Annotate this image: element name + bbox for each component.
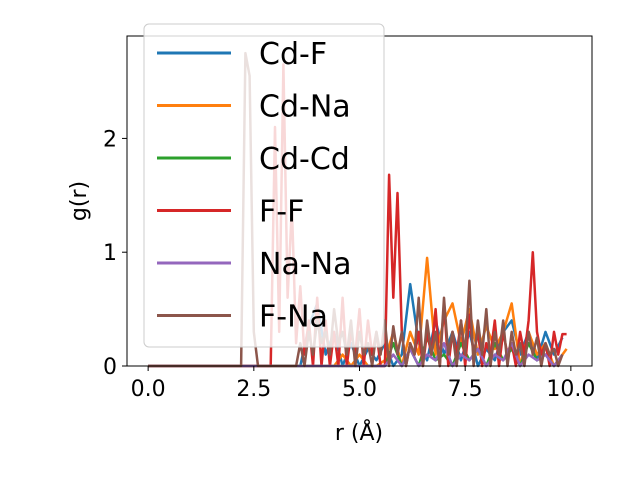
legend-label: F-F [259,195,304,230]
legend-label: Cd-Na [259,90,351,125]
legend-label: Cd-Cd [259,142,350,177]
legend-label: F-Na [259,300,328,335]
y-tick-label: 1 [103,241,117,266]
y-axis-label: g(r) [67,181,92,221]
x-axis-label: r (Å) [335,419,383,446]
x-tick-label: 5.0 [342,377,377,402]
x-tick-label: 0.0 [131,377,166,402]
legend-items: Cd-F Cd-Na Cd-Cd F-F Na-Na F-Na [157,37,351,335]
x-tick-label: 2.5 [236,377,271,402]
x-tick-label: 7.5 [448,377,483,402]
x-axis-ticks: 0.0 2.5 5.0 7.5 10.0 [131,366,595,402]
y-tick-label: 0 [103,355,117,380]
y-tick-label: 2 [103,127,117,152]
legend: Cd-F Cd-Na Cd-Cd F-F Na-Na F-Na [143,23,385,348]
legend-label: Cd-F [259,37,327,72]
y-axis-ticks: 0 1 2 [103,127,127,380]
x-tick-label: 10.0 [546,377,595,402]
legend-label: Na-Na [259,247,351,282]
